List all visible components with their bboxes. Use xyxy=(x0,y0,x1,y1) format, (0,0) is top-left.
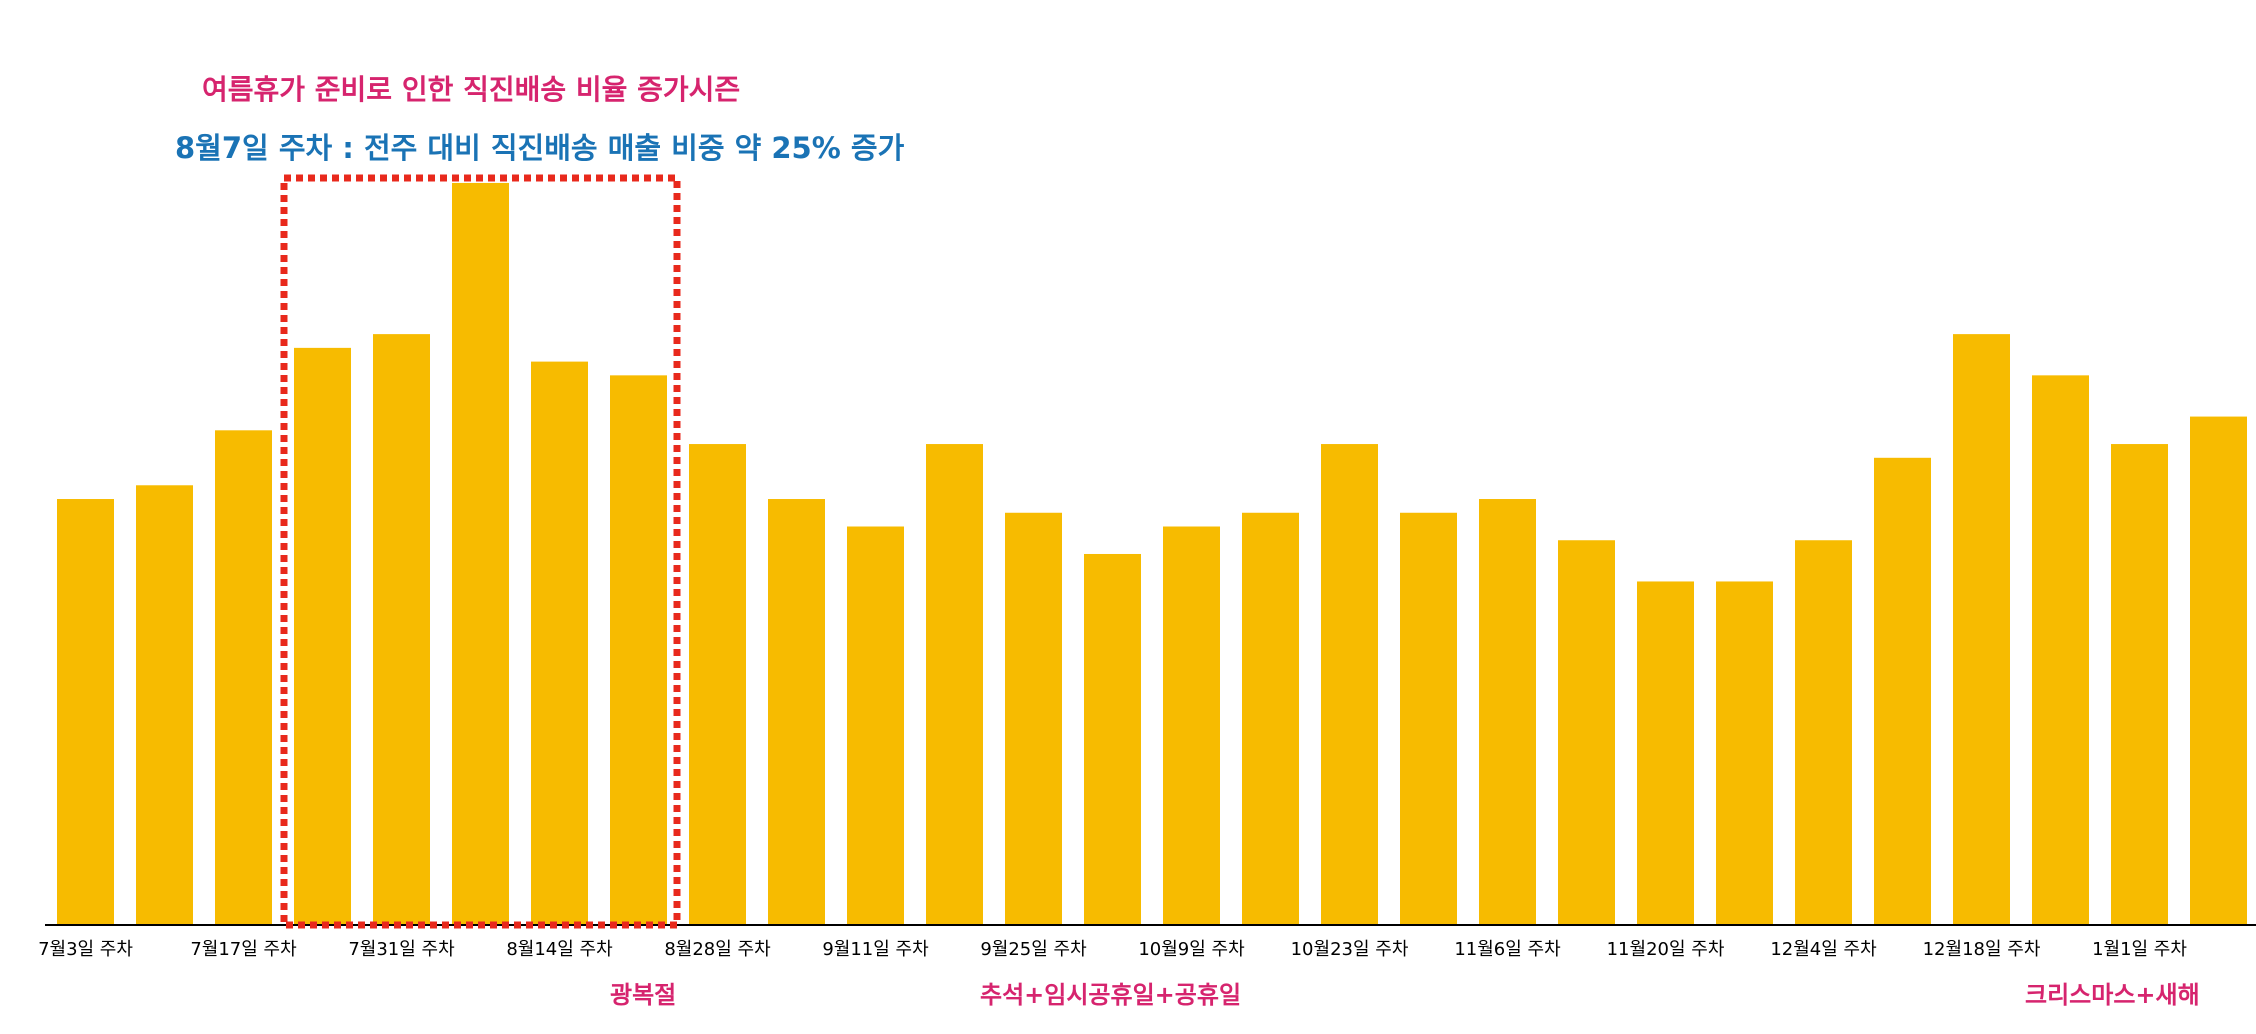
bar-8 xyxy=(610,375,667,925)
bar-13 xyxy=(1005,512,1062,925)
bar-22 xyxy=(1716,581,1773,925)
bar-19 xyxy=(1479,499,1536,925)
bar-17 xyxy=(1321,444,1378,925)
bar-26 xyxy=(2032,375,2089,925)
bar-5 xyxy=(373,334,430,925)
annotation-aug7-increase: 8월7일 주차 : 전주 대비 직진배송 매출 비중 약 25% 증가 xyxy=(175,131,905,165)
x-tick-label: 8월28일 주차 xyxy=(664,939,771,960)
x-tick-label: 7월31일 주차 xyxy=(348,939,455,960)
bar-21 xyxy=(1637,581,1694,925)
bar-2 xyxy=(136,485,193,925)
annotation-summer-season: 여름휴가 준비로 인한 직진배송 비율 증가시즌 xyxy=(202,73,741,106)
highlight-box xyxy=(280,174,681,929)
x-tick-label: 12월4일 주차 xyxy=(1770,939,1877,960)
bar-28 xyxy=(2190,416,2247,925)
footnote-liberation-day: 광복절 xyxy=(610,981,677,1009)
x-tick-label: 9월25일 주차 xyxy=(980,939,1087,960)
bar-10 xyxy=(768,499,825,925)
bar-14 xyxy=(1084,553,1141,925)
x-tick-label: 11월6일 주차 xyxy=(1454,939,1561,960)
x-tick-label: 9월11일 주차 xyxy=(822,939,929,960)
x-tick-label: 8월14일 주차 xyxy=(506,939,613,960)
footnote-chuseok: 추석+임시공휴일+공휴일 xyxy=(980,981,1242,1009)
bar-18 xyxy=(1400,512,1457,925)
bar-23 xyxy=(1795,540,1852,925)
x-tick-label: 12월18일 주차 xyxy=(1923,939,2041,960)
bar-9 xyxy=(689,444,746,925)
x-tick-label: 1월1일 주차 xyxy=(2092,939,2187,960)
bar-16 xyxy=(1242,512,1299,925)
x-tick-label: 7월3일 주차 xyxy=(38,939,133,960)
x-tick-label: 11월20일 주차 xyxy=(1607,939,1725,960)
x-tick-label: 10월9일 주차 xyxy=(1138,939,1245,960)
footnote-christmas-newyear: 크리스마스+새해 xyxy=(2025,981,2200,1009)
bar-20 xyxy=(1558,540,1615,925)
bar-6 xyxy=(452,182,509,925)
x-tick-label: 7월17일 주차 xyxy=(190,939,297,960)
bar-24 xyxy=(1874,457,1931,925)
bar-11 xyxy=(847,526,904,925)
bar-15 xyxy=(1163,526,1220,925)
bar-12 xyxy=(926,444,983,925)
bar-7 xyxy=(531,361,588,925)
bar-27 xyxy=(2111,444,2168,925)
x-tick-label: 10월23일 주차 xyxy=(1291,939,1409,960)
bar-3 xyxy=(215,430,272,925)
bar-4 xyxy=(294,347,351,925)
bar-25 xyxy=(1953,334,2010,925)
bar-1 xyxy=(57,499,114,925)
